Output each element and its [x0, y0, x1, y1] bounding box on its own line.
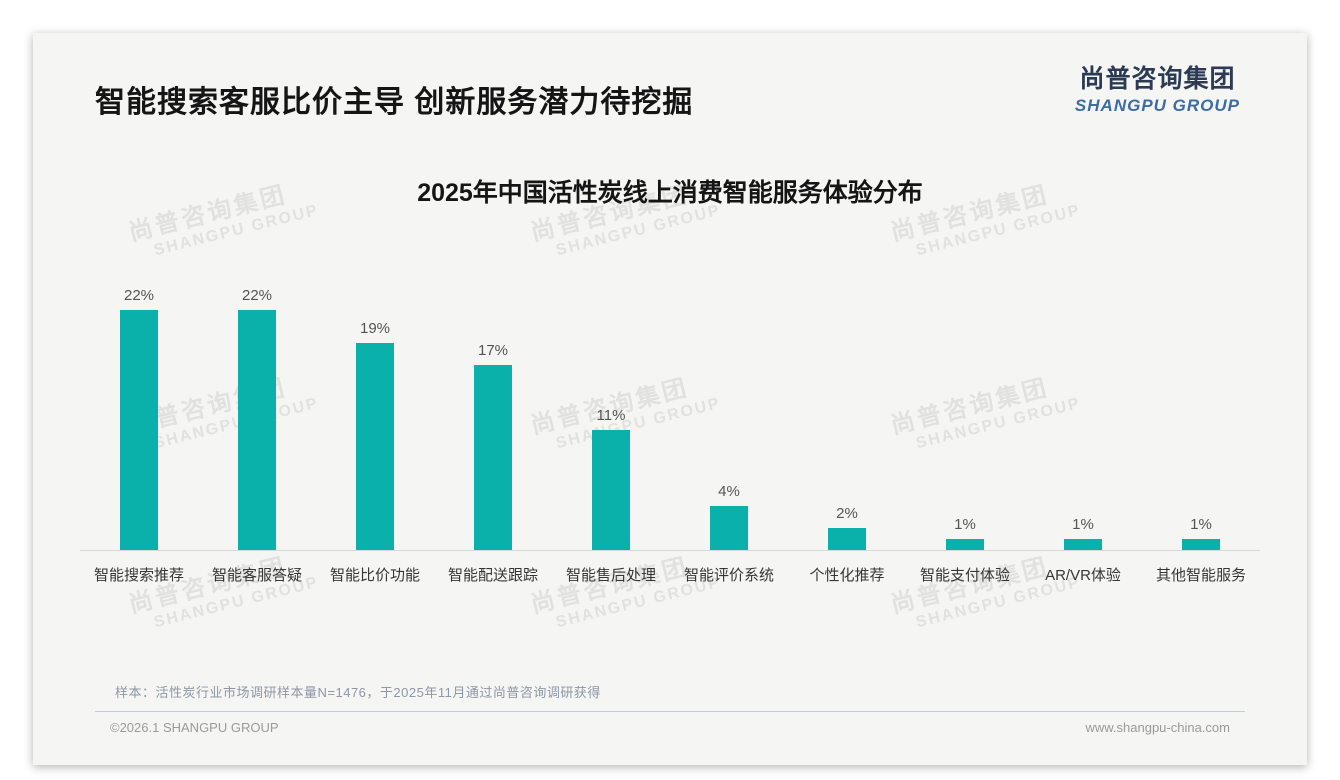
category-label: 智能评价系统 [683, 567, 774, 584]
bar-plot: 22% 22% 19% 17% 11% 4% 2% 1% 1% 1% [80, 281, 1260, 551]
bar-value-label: 22% [123, 287, 155, 304]
bar-slot: 17% [434, 342, 552, 550]
bar [474, 365, 512, 550]
category-label: 其他智能服务 [1155, 567, 1246, 584]
bar-value-label: 1% [1190, 516, 1212, 533]
logo-cn-text: 尚普咨询集团 [1079, 65, 1236, 93]
chart-title: 2025年中国活性炭线上消费智能服务体验分布 [417, 179, 923, 207]
page-title: 智能搜索客服比价主导 创新服务潜力待挖掘 [95, 86, 694, 119]
bar [710, 506, 748, 550]
bar [828, 528, 866, 550]
bar-value-label: 1% [954, 516, 976, 533]
bar [946, 539, 984, 550]
bar-slot: 1% [906, 516, 1024, 550]
bar-value-label: 11% [596, 407, 626, 424]
bar [592, 430, 630, 550]
category-label: 智能搜索推荐 [93, 567, 184, 584]
logo-en-text: SHANGPU GROUP [1074, 96, 1240, 115]
category-label: AR/VR体验 [1045, 567, 1121, 584]
category-label: 智能售后处理 [565, 567, 656, 584]
footer-website: www.shangpu-china.com [1085, 720, 1230, 735]
footer: ©2026.1 SHANGPU GROUP www.shangpu-china.… [95, 711, 1245, 735]
bar-value-label: 4% [718, 483, 740, 500]
bar-slot: 19% [316, 320, 434, 550]
bar [238, 310, 276, 550]
bar [1182, 539, 1220, 550]
category-label: 智能支付体验 [919, 567, 1010, 584]
bar-chart: 22% 22% 19% 17% 11% 4% 2% 1% 1% 1% 智能搜索推荐 智能客服答疑 智能… [80, 281, 1260, 585]
bar-value-label: 17% [477, 342, 509, 359]
bar-slot: 2% [788, 505, 906, 550]
bar-slot: 22% [80, 287, 198, 550]
sample-note: 样本：活性炭行业市场调研样本量N=1476，于2025年11月通过尚普咨询调研获… [115, 685, 601, 700]
bar-value-label: 2% [836, 505, 858, 522]
bar-value-label: 19% [359, 320, 391, 337]
bar-value-label: 1% [1072, 516, 1094, 533]
bar-slot: 4% [670, 483, 788, 550]
category-axis: 智能搜索推荐 智能客服答疑 智能比价功能 智能配送跟踪 智能售后处理 智能评价系统 个性化推… [80, 551, 1260, 585]
logo: 尚普咨询集团 SHANGPU GROUP [1075, 59, 1240, 116]
category-label: 智能配送跟踪 [447, 567, 538, 584]
bar [120, 310, 158, 550]
bar [356, 343, 394, 550]
category-label: 个性化推荐 [809, 567, 885, 584]
bar-slot: 22% [198, 287, 316, 550]
category-label: 智能比价功能 [329, 567, 420, 584]
footer-copyright: ©2026.1 SHANGPU GROUP [110, 720, 279, 735]
bar-value-label: 22% [241, 287, 273, 304]
category-label: 智能客服答疑 [211, 567, 302, 584]
bar-slot: 1% [1142, 516, 1260, 550]
slide-card: 尚普咨询集团 SHANGPU GROUP 尚普咨询集团 SHANGPU GROUP 尚普… [33, 33, 1307, 765]
bar-slot: 1% [1024, 516, 1142, 550]
bar-slot: 11% [552, 407, 670, 550]
bar [1064, 539, 1102, 550]
